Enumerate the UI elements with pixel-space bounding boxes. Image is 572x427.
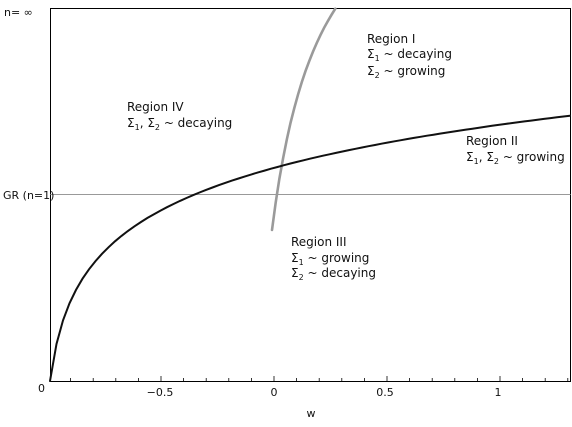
region-2-line-1: Σ1, Σ2 ~ growing: [466, 150, 565, 166]
region-4-title: Region IV: [127, 100, 184, 114]
region-1-label: Region I Σ1 ~ decaying Σ2 ~ growing: [367, 32, 452, 80]
x-tick-label: 1: [495, 386, 502, 399]
y-label-infinity: n= ∞: [4, 6, 33, 19]
y-label-gr: GR (n=1): [3, 189, 54, 202]
region-4-line-1: Σ1, Σ2 ~ decaying: [127, 116, 232, 132]
black-curve: [49, 114, 571, 382]
x-tick-label: −0.5: [147, 386, 174, 399]
region-4-label: Region IV Σ1, Σ2 ~ decaying: [127, 100, 232, 132]
region-3-label: Region III Σ1 ~ growing Σ2 ~ decaying: [291, 235, 376, 282]
region-2-title: Region II: [466, 134, 518, 148]
plot-frame: [50, 8, 571, 382]
x-axis-ticks: [70, 376, 569, 381]
region-3-line-2: Σ2 ~ decaying: [291, 266, 376, 282]
region-3-title: Region III: [291, 235, 347, 249]
gray-curve: [270, 7, 337, 232]
region-3-line-1: Σ1 ~ growing: [291, 251, 369, 267]
region-1-title: Region I: [367, 32, 415, 46]
x-tick-label: 0.5: [376, 386, 394, 399]
region-1-line-2: Σ2 ~ growing: [367, 64, 445, 80]
x-axis-label: w: [307, 407, 316, 420]
region-1-line-1: Σ1 ~ decaying: [367, 47, 452, 63]
x-tick-label: 0: [271, 386, 278, 399]
y-label-zero: 0: [38, 382, 45, 395]
region-2-label: Region II Σ1, Σ2 ~ growing: [466, 134, 565, 166]
